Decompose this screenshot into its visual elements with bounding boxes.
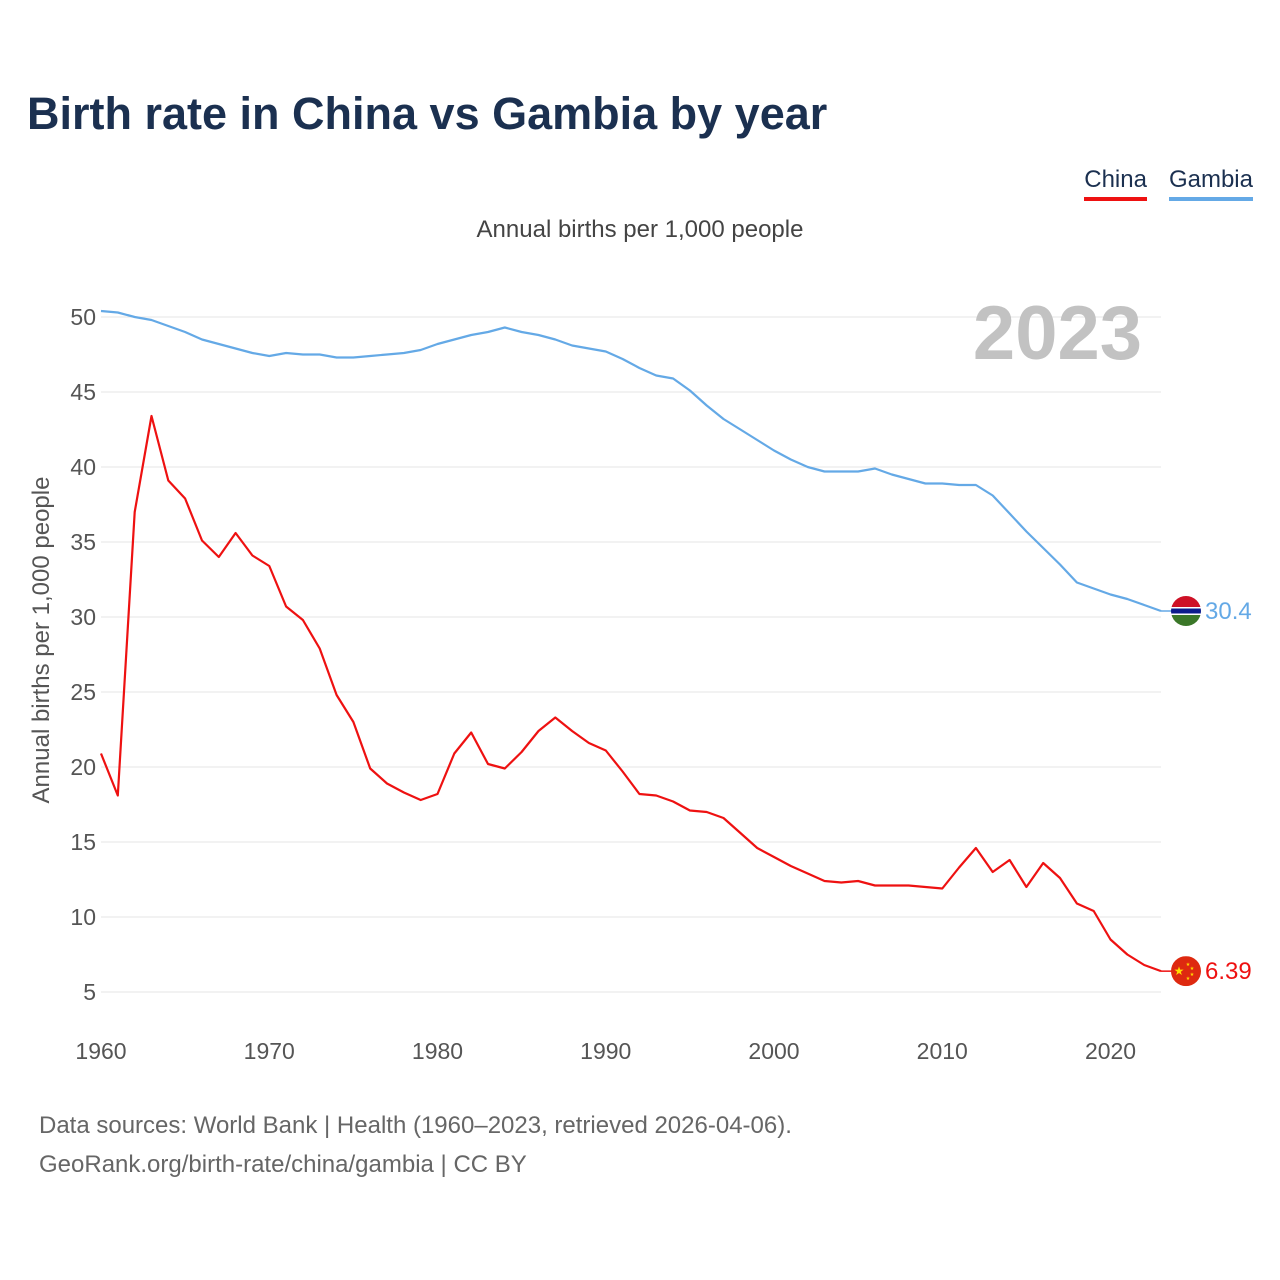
china-flag-icon: ★ ★★★★ xyxy=(1171,956,1201,987)
svg-text:★: ★ xyxy=(1186,962,1191,968)
y-tick-label: 35 xyxy=(70,529,96,555)
year-label: 2023 xyxy=(972,291,1142,376)
source-url[interactable]: GeoRank.org/birth-rate/china/gambia | CC… xyxy=(39,1151,527,1178)
series-line-china[interactable] xyxy=(99,414,1162,973)
y-tick-label: 10 xyxy=(70,904,96,930)
svg-text:★: ★ xyxy=(1190,972,1195,978)
y-tick-label: 15 xyxy=(70,829,96,855)
legend-item-china[interactable]: China xyxy=(1084,166,1147,201)
end-value-label: 30.4 xyxy=(1205,598,1252,625)
x-tick-label: 1960 xyxy=(75,1038,126,1064)
y-tick-label: 50 xyxy=(70,304,96,330)
legend: China Gambia xyxy=(1084,166,1253,201)
x-tick-label: 2010 xyxy=(917,1038,968,1064)
gambia-flag-icon xyxy=(1171,596,1201,626)
svg-text:★: ★ xyxy=(1174,964,1185,978)
y-tick-label: 5 xyxy=(83,979,96,1005)
x-tick-label: 2000 xyxy=(748,1038,799,1064)
y-tick-label: 45 xyxy=(70,379,96,405)
source-line: Data sources: World Bank | Health (1960–… xyxy=(39,1112,792,1139)
series-line-gambia[interactable] xyxy=(100,309,1162,613)
y-tick-label: 20 xyxy=(70,754,96,780)
end-value-label: 6.39 xyxy=(1205,958,1252,985)
y-tick-label: 25 xyxy=(70,679,96,705)
y-tick-label: 40 xyxy=(70,454,96,480)
chart-subtitle: Annual births per 1,000 people xyxy=(476,216,804,243)
chart-title: Birth rate in China vs Gambia by year xyxy=(27,88,828,139)
y-axis-label: Annual births per 1,000 people xyxy=(28,476,55,804)
x-tick-label: 2020 xyxy=(1085,1038,1136,1064)
y-tick-label: 30 xyxy=(70,604,96,630)
x-tick-label: 1970 xyxy=(244,1038,295,1064)
svg-text:★: ★ xyxy=(1186,976,1191,982)
source-note: Data sources: World Bank | Health (1960–… xyxy=(39,1106,792,1184)
svg-text:★: ★ xyxy=(1190,966,1195,972)
legend-item-gambia[interactable]: Gambia xyxy=(1168,166,1253,201)
x-tick-label: 1980 xyxy=(412,1038,463,1064)
x-tick-label: 1990 xyxy=(580,1038,631,1064)
